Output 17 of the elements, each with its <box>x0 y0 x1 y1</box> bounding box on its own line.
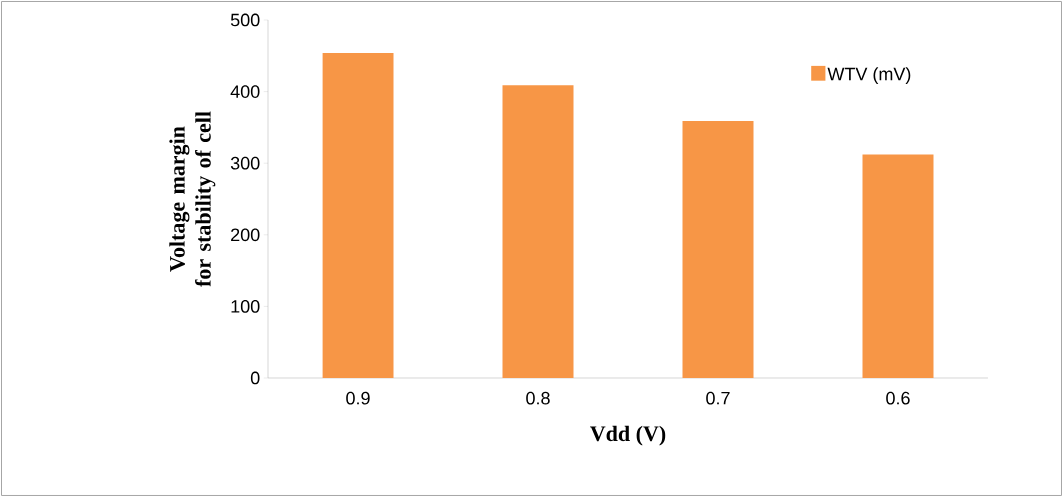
x-tick-label: 0.9 <box>346 391 370 405</box>
x-tick-label: 0.8 <box>526 391 550 405</box>
y-tick-label: 500 <box>230 13 260 27</box>
legend-label: WTV (mV) <box>827 67 911 84</box>
x-tick-label: 0.7 <box>706 391 730 405</box>
bar <box>322 52 394 378</box>
bar <box>682 120 754 378</box>
y-tick-label: 100 <box>231 300 260 313</box>
y-tick-label: 400 <box>230 85 260 98</box>
y-tick-label: 300 <box>230 156 260 170</box>
bar <box>862 154 934 378</box>
x-axis-title: Vdd (V) <box>590 425 666 446</box>
x-tick-label: 0.6 <box>886 391 910 405</box>
y-axis-title: Voltage margin for stability of cell <box>169 111 216 287</box>
y-tick-label: 200 <box>231 228 260 242</box>
y-tick-label: 0 <box>250 371 260 385</box>
bar <box>502 85 574 378</box>
